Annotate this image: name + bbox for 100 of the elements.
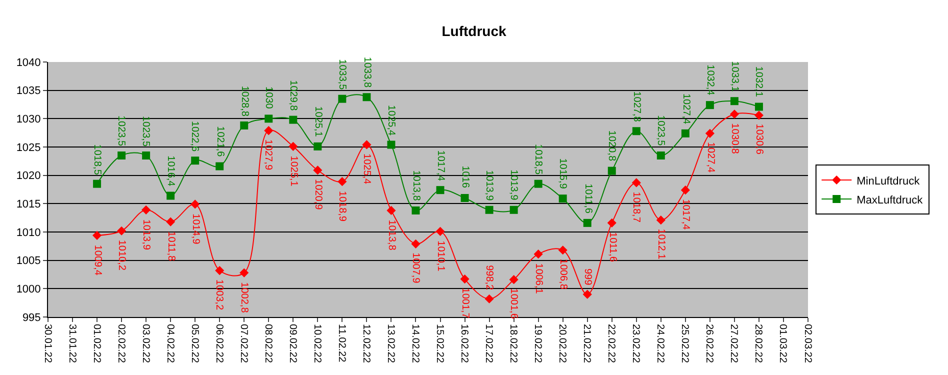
x-tick-label: 14.02.22 [409,324,420,364]
point [583,218,592,227]
point [436,186,444,194]
data-label: 1033,8 [361,56,372,88]
data-label: 1027,8 [631,91,642,122]
point [118,152,126,160]
point [314,142,322,150]
data-label: 1023,5 [116,115,127,146]
data-label: 1003,2 [214,279,225,310]
point [730,110,739,119]
data-label: 1020,9 [312,179,324,210]
data-label: 1015,9 [556,158,568,190]
point [705,128,714,138]
legend-label: MinLuftdruck [856,175,920,188]
x-tick-label: 30.01.22 [42,324,53,364]
x-tick-label: 21.02.22 [581,324,592,364]
y-tick-label: 1040 [16,56,41,69]
point [117,226,126,236]
y-tick-label: 1010 [16,226,41,239]
data-label: 1013,9 [484,170,495,202]
data-label: 1013,9 [140,219,152,250]
point [632,127,640,136]
data-label: 1021,6 [214,126,226,158]
point [485,206,494,214]
data-label: 1007,9 [410,252,422,284]
data-label: 1027,4 [704,142,716,173]
x-tick-label: 10.02.22 [311,324,322,364]
data-label: 1016,4 [164,156,176,187]
point [607,218,616,228]
data-label: 1011,6 [582,184,594,214]
x-tick-label: 15.02.22 [434,324,446,364]
data-label: 1010,2 [116,240,127,271]
point [387,140,396,149]
point [362,140,372,150]
data-label: 1030,6 [754,124,765,155]
point [558,246,568,255]
data-label: 1002,8 [238,282,250,314]
legend-label: MaxLuftdruck [856,194,924,206]
point [240,268,249,278]
y-tick-label: 1015 [16,198,41,211]
y-tick-label: 1005 [16,255,41,268]
point [534,180,542,188]
point [313,166,322,175]
x-tick-label: 20.02.22 [556,324,568,364]
data-label: 1025,1 [288,156,300,187]
data-label: 1011,6 [606,232,618,262]
y-tick-label: 1025 [16,142,41,154]
point [142,205,151,214]
point [754,110,764,120]
x-tick-label: 01.03.22 [777,324,788,364]
data-label: 1011,8 [165,231,176,262]
point [338,177,347,186]
x-tick-label: 07.02.22 [238,324,249,364]
data-label: 1018,7 [630,192,642,223]
x-tick-label: 09.02.22 [286,324,298,364]
x-tick-label: 17.02.22 [483,324,494,364]
x-tick-label: 25.02.22 [679,324,690,364]
data-label: 1025,1 [312,106,324,138]
data-label: 1033,5 [336,59,348,90]
point [436,226,445,236]
point [411,239,420,248]
x-tick-label: 06.02.22 [213,324,224,364]
point [240,121,248,130]
point [338,94,346,103]
data-label: 1018,9 [336,190,348,222]
point [484,294,494,304]
point [608,166,616,175]
point [534,250,543,259]
y-tick-label: 1000 [16,284,41,296]
x-tick-label: 03.02.22 [140,324,151,364]
x-tick-label: 28.02.22 [752,324,764,364]
x-tick-label: 04.02.22 [164,324,176,364]
x-tick-label: 23.02.22 [630,324,642,364]
data-label: 1025,4 [385,105,396,136]
x-tick-label: 11.02.22 [336,324,347,363]
data-label: 1018,5 [532,144,544,176]
point [558,194,567,203]
point [510,206,518,214]
x-tick-label: 19.02.22 [532,324,544,364]
x-tick-label: 05.02.22 [188,324,200,364]
point [680,186,690,195]
data-label: 1014,9 [190,214,201,245]
y-tick-label: 1030 [16,114,41,126]
x-tick-label: 02.02.22 [115,324,126,364]
point [191,156,200,165]
point [582,290,592,299]
data-label: 1029,8 [287,80,298,112]
point [289,116,298,124]
x-tick-label: 24.02.22 [654,324,666,364]
point [754,102,763,111]
data-label: 1023,5 [140,116,152,147]
x-tick-label: 22.02.22 [606,324,617,364]
data-label: 1018,5 [91,144,102,176]
point [190,200,200,209]
data-label: 1030,8 [729,123,740,154]
y-tick-label: 995 [22,312,41,324]
data-label: 1017,4 [680,199,691,230]
data-label: 1001,6 [508,288,519,320]
data-label: 1023,5 [654,115,666,146]
point [460,194,469,202]
